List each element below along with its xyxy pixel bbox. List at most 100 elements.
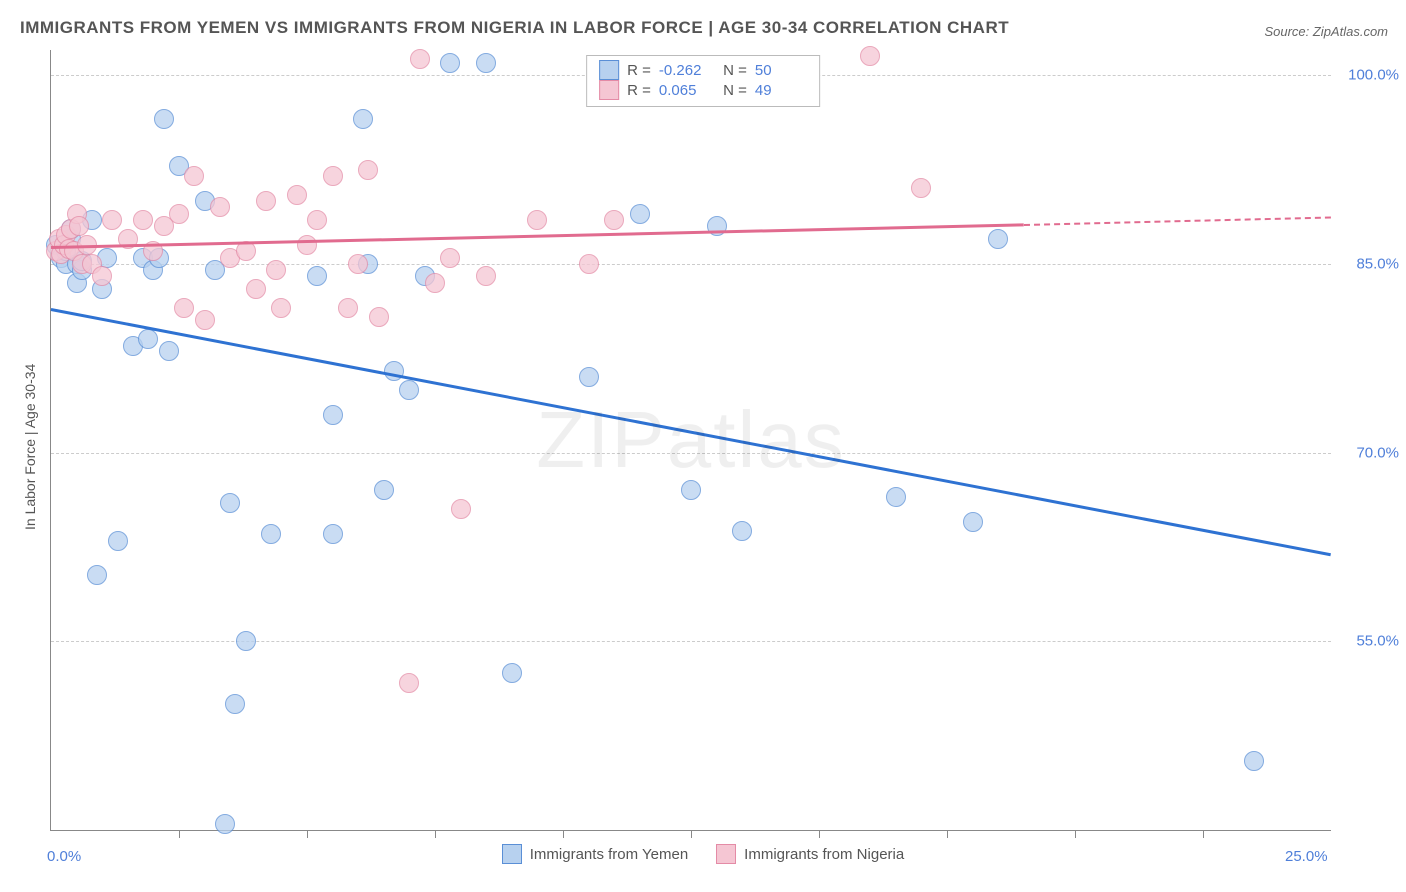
data-point [860, 46, 880, 66]
x-minor-tick [1203, 830, 1204, 838]
data-point [92, 266, 112, 286]
data-point [963, 512, 983, 532]
x-minor-tick [563, 830, 564, 838]
data-point [476, 266, 496, 286]
legend-swatch [599, 60, 619, 80]
data-point [87, 565, 107, 585]
data-point [323, 405, 343, 425]
data-point [225, 694, 245, 714]
legend-swatch [716, 844, 736, 864]
data-point [681, 480, 701, 500]
data-point [425, 273, 445, 293]
data-point [732, 521, 752, 541]
data-point [911, 178, 931, 198]
data-point [69, 216, 89, 236]
legend-swatch [502, 844, 522, 864]
data-point [236, 241, 256, 261]
data-point [215, 814, 235, 834]
data-point [1244, 751, 1264, 771]
data-point [102, 210, 122, 230]
data-point [159, 341, 179, 361]
data-point [579, 367, 599, 387]
r-label: R = [627, 82, 651, 99]
data-point [210, 197, 230, 217]
x-minor-tick [307, 830, 308, 838]
data-point [579, 254, 599, 274]
data-point [184, 166, 204, 186]
data-point [502, 663, 522, 683]
data-point [323, 166, 343, 186]
data-point [220, 493, 240, 513]
data-point [246, 279, 266, 299]
data-point [886, 487, 906, 507]
y-axis-label: In Labor Force | Age 30-34 [22, 364, 38, 530]
legend-item: Immigrants from Nigeria [716, 844, 904, 864]
data-point [154, 109, 174, 129]
data-point [630, 204, 650, 224]
data-point [410, 49, 430, 69]
legend-label: Immigrants from Nigeria [744, 846, 904, 863]
data-point [338, 298, 358, 318]
legend-label: Immigrants from Yemen [530, 846, 688, 863]
data-point [353, 109, 373, 129]
chart-title: IMMIGRANTS FROM YEMEN VS IMMIGRANTS FROM… [20, 18, 1009, 38]
r-value: 0.065 [659, 82, 711, 99]
data-point [307, 210, 327, 230]
data-point [108, 531, 128, 551]
n-value: 50 [755, 62, 807, 79]
x-minor-tick [691, 830, 692, 838]
data-point [271, 298, 291, 318]
y-tick-label: 70.0% [1356, 444, 1399, 461]
gridline [51, 453, 1331, 454]
x-minor-tick [179, 830, 180, 838]
data-point [988, 229, 1008, 249]
data-point [133, 210, 153, 230]
r-label: R = [627, 62, 651, 79]
data-point [348, 254, 368, 274]
data-point [604, 210, 624, 230]
series-legend: Immigrants from Yemen Immigrants from Nig… [0, 844, 1406, 868]
trend-line-extrapolated [1024, 216, 1331, 226]
data-point [440, 53, 460, 73]
x-minor-tick [435, 830, 436, 838]
data-point [307, 266, 327, 286]
n-value: 49 [755, 82, 807, 99]
data-point [358, 160, 378, 180]
r-value: -0.262 [659, 62, 711, 79]
legend-item: Immigrants from Yemen [502, 844, 688, 864]
data-point [374, 480, 394, 500]
y-tick-label: 55.0% [1356, 633, 1399, 650]
legend-stat-row: R = 0.065 N = 49 [599, 80, 807, 100]
data-point [174, 298, 194, 318]
data-point [399, 380, 419, 400]
legend-swatch [599, 80, 619, 100]
n-label: N = [719, 62, 747, 79]
data-point [169, 204, 189, 224]
data-point [236, 631, 256, 651]
x-minor-tick [819, 830, 820, 838]
data-point [256, 191, 276, 211]
data-point [369, 307, 389, 327]
data-point [261, 524, 281, 544]
scatter-plot-area: ZIPatlas 55.0%70.0%85.0%100.0%0.0%25.0% [50, 50, 1331, 831]
data-point [297, 235, 317, 255]
y-tick-label: 85.0% [1356, 255, 1399, 272]
data-point [323, 524, 343, 544]
x-minor-tick [1075, 830, 1076, 838]
data-point [266, 260, 286, 280]
correlation-stats-legend: R = -0.262 N = 50 R = 0.065 N = 49 [586, 55, 820, 107]
y-tick-label: 100.0% [1348, 67, 1399, 84]
data-point [138, 329, 158, 349]
x-minor-tick [947, 830, 948, 838]
gridline [51, 264, 1331, 265]
watermark-text: ZIPatlas [536, 394, 845, 486]
data-point [195, 310, 215, 330]
n-label: N = [719, 82, 747, 99]
data-point [440, 248, 460, 268]
data-point [399, 673, 419, 693]
data-point [476, 53, 496, 73]
data-point [287, 185, 307, 205]
data-point [451, 499, 471, 519]
legend-stat-row: R = -0.262 N = 50 [599, 60, 807, 80]
trend-line [51, 308, 1331, 556]
